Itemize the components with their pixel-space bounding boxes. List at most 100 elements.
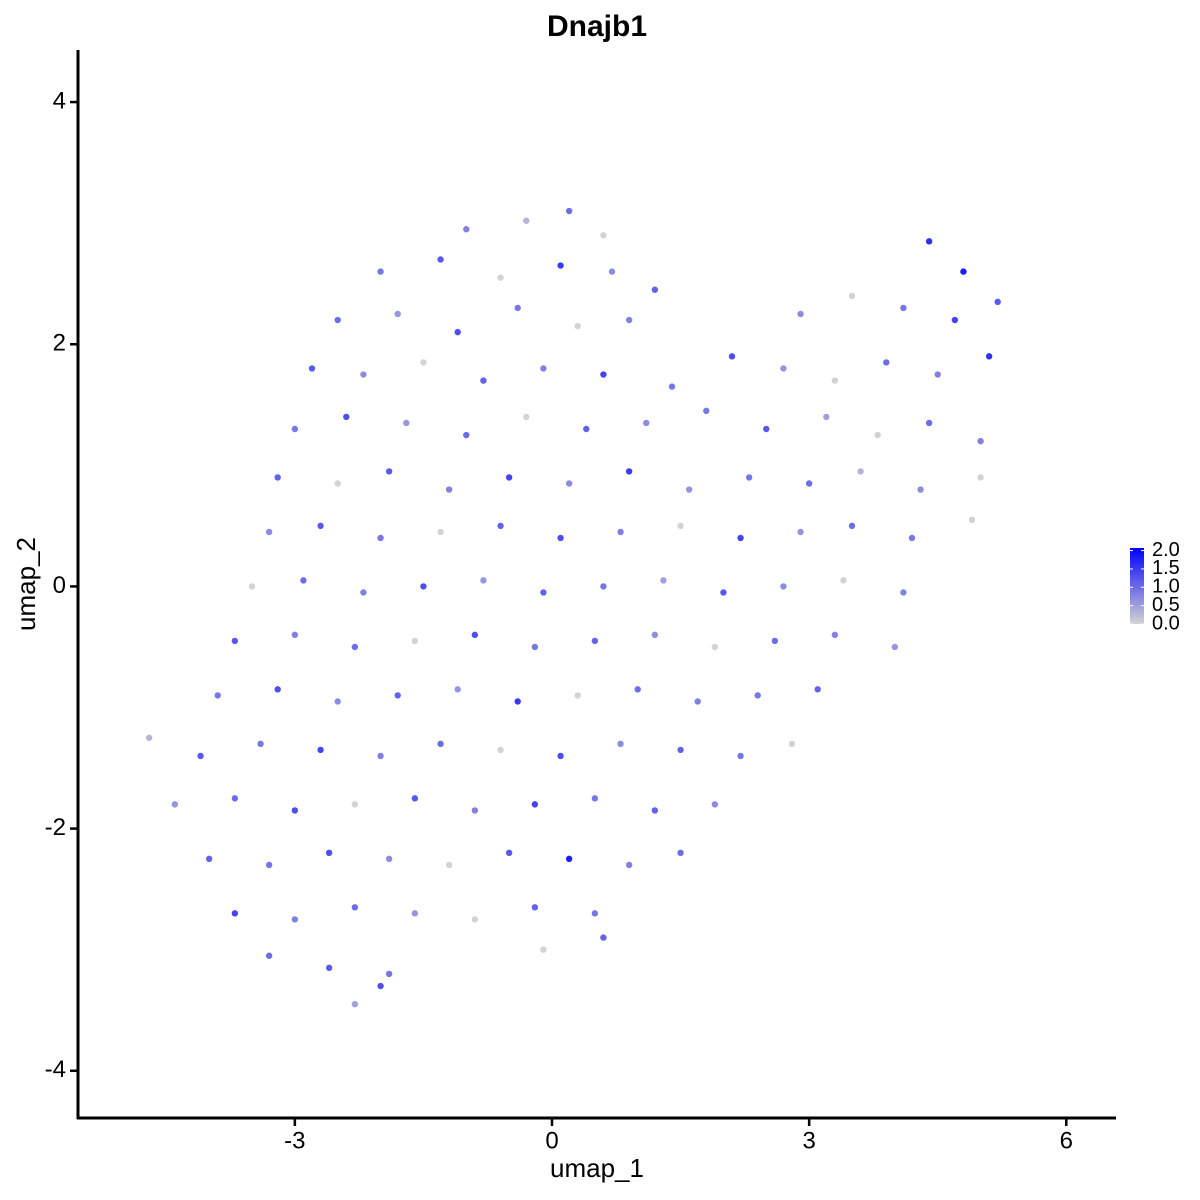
point <box>857 468 864 475</box>
point <box>445 486 453 493</box>
point <box>917 486 924 493</box>
point <box>900 304 907 312</box>
point <box>874 431 881 439</box>
point <box>848 292 856 300</box>
point <box>463 431 470 439</box>
point <box>325 849 333 857</box>
point <box>231 795 239 802</box>
point <box>471 916 479 923</box>
point <box>360 589 367 596</box>
point <box>625 468 633 475</box>
colorbar-tick-label: 0.0 <box>1152 612 1180 634</box>
point <box>651 286 659 293</box>
point <box>625 861 633 869</box>
colorbar-tick-label: 1.0 <box>1152 576 1180 598</box>
point <box>248 583 256 590</box>
point <box>437 256 444 263</box>
point <box>745 474 753 481</box>
point <box>437 528 444 536</box>
point <box>583 425 590 433</box>
point <box>780 365 787 372</box>
point <box>171 801 179 808</box>
point <box>711 643 719 651</box>
point <box>265 952 273 959</box>
point <box>600 371 607 378</box>
point <box>754 692 761 699</box>
point <box>891 643 899 651</box>
point <box>780 583 787 590</box>
point <box>677 849 684 857</box>
point <box>985 353 993 360</box>
point <box>531 801 539 808</box>
point <box>805 480 813 487</box>
point <box>145 734 153 741</box>
point <box>831 631 839 639</box>
point <box>334 316 341 324</box>
point <box>377 752 384 760</box>
point <box>377 982 384 990</box>
point <box>831 377 839 384</box>
point <box>814 686 821 693</box>
point <box>514 304 521 312</box>
point <box>883 359 890 366</box>
point <box>968 516 976 524</box>
point <box>420 359 427 366</box>
y-tick-label: -2 <box>45 814 66 841</box>
colorbar-tick-label: 1.5 <box>1152 557 1180 579</box>
point <box>591 637 599 645</box>
point <box>565 855 573 863</box>
y-tick-label: -4 <box>45 1056 66 1083</box>
point <box>531 643 539 651</box>
point <box>934 371 941 378</box>
point <box>377 268 384 275</box>
point <box>308 365 316 372</box>
point <box>420 583 427 590</box>
point <box>377 534 384 542</box>
point <box>823 413 830 421</box>
point <box>763 425 770 433</box>
point <box>351 1000 359 1008</box>
point <box>574 692 581 699</box>
y-tick-label: 0 <box>53 572 66 599</box>
point <box>797 528 804 536</box>
point <box>291 425 299 433</box>
point <box>625 316 633 324</box>
point <box>540 365 547 372</box>
x-tick-label: 0 <box>545 1127 558 1154</box>
point <box>771 637 779 645</box>
point <box>480 377 487 384</box>
point <box>471 807 479 814</box>
point <box>977 474 984 481</box>
point <box>660 577 667 584</box>
point <box>351 801 359 808</box>
point <box>497 746 504 754</box>
y-tick-label: 2 <box>53 330 66 357</box>
point <box>445 861 453 869</box>
point <box>728 353 736 360</box>
point <box>205 855 213 863</box>
point <box>677 746 684 754</box>
point <box>231 637 239 645</box>
point <box>411 795 419 802</box>
point <box>668 383 676 390</box>
point <box>600 934 607 941</box>
point <box>703 407 710 415</box>
point <box>411 637 419 645</box>
point <box>317 522 324 530</box>
point <box>600 583 607 590</box>
point <box>197 752 204 760</box>
point <box>900 589 907 596</box>
point <box>608 268 616 275</box>
point <box>231 910 239 917</box>
point <box>300 577 307 584</box>
point <box>514 698 521 705</box>
point <box>677 522 684 530</box>
point <box>385 970 393 978</box>
point <box>574 322 581 330</box>
point <box>325 964 333 972</box>
point <box>505 474 513 481</box>
y-tick-label: 4 <box>53 87 66 114</box>
point <box>925 419 933 427</box>
point <box>711 801 719 808</box>
